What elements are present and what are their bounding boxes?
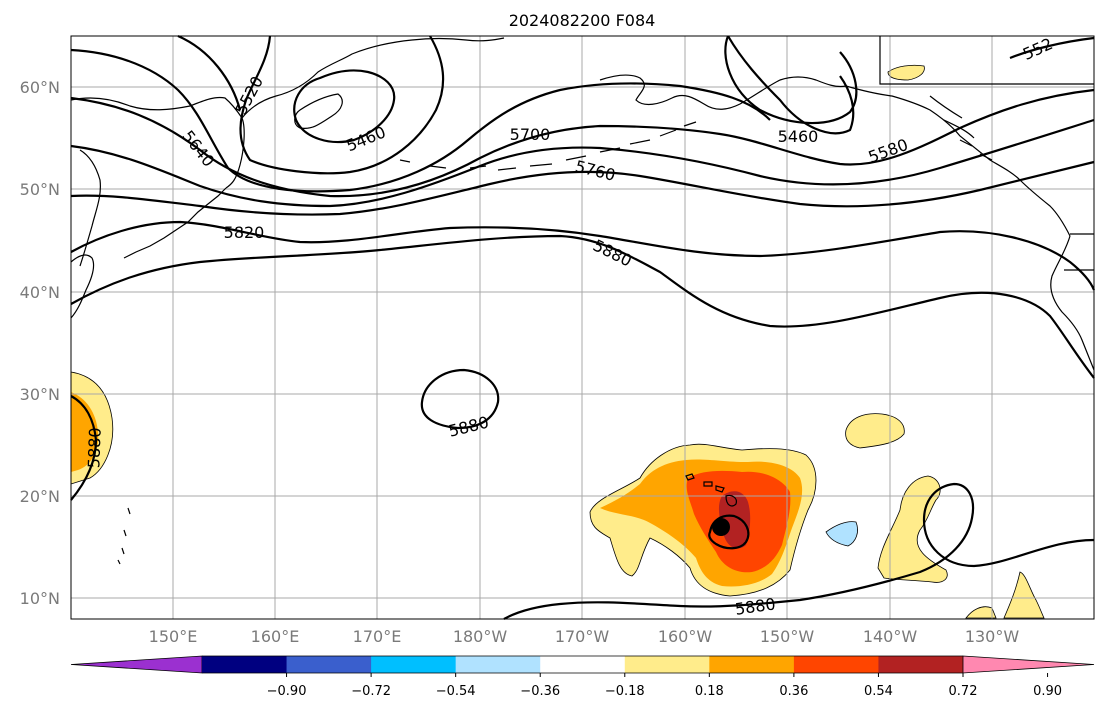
- lat-label: 30°N: [20, 385, 60, 404]
- colorbar-segment: [793, 656, 879, 673]
- height-contours: [70, 34, 1096, 620]
- colorbar-extend-high: [962, 655, 1095, 674]
- lon-label: 160°W: [658, 627, 713, 646]
- colorbar: −0.90 −0.72 −0.54 −0.36 −0.18 0.18 0.36 0.54 0.7…: [70, 655, 1095, 699]
- colorbar-tick-label: −0.72: [351, 684, 391, 699]
- lat-label: 50°N: [20, 180, 60, 199]
- lon-label: 170°W: [555, 627, 610, 646]
- longitude-labels: 150°E 160°E 170°E 180°W 170°W 160°W 150°…: [149, 627, 1020, 646]
- lat-label: 40°N: [20, 283, 60, 302]
- colorbar-extend-low: [70, 655, 203, 674]
- lat-label: 10°N: [20, 589, 60, 608]
- contour-label: 5820: [224, 223, 265, 242]
- contour-label: 5880: [84, 427, 104, 468]
- colorbar-tick-label: 0.36: [779, 684, 808, 699]
- lon-label: 160°E: [251, 627, 300, 646]
- colorbar-segment: [709, 656, 795, 673]
- colorbar-tick-label: 0.54: [864, 684, 893, 699]
- colorbar-tick-label: −0.18: [605, 684, 645, 699]
- colorbar-tick-label: −0.90: [267, 684, 307, 699]
- coastlines: [70, 36, 1095, 565]
- map-panel: 5520 5640 5460 5700 5760 5820 5880 5580 …: [70, 34, 1096, 620]
- colorbar-segment: [286, 656, 372, 673]
- lon-label: 140°W: [863, 627, 918, 646]
- colorbar-segment: [540, 656, 626, 673]
- colorbar-segment: [878, 656, 964, 673]
- colorbar-segment: [455, 656, 541, 673]
- lon-label: 150°E: [149, 627, 198, 646]
- lon-label: 150°W: [760, 627, 815, 646]
- colorbar-segment: [624, 656, 710, 673]
- lon-label: 170°E: [353, 627, 402, 646]
- colorbar-tick-label: −0.36: [520, 684, 560, 699]
- contour-label: 5700: [510, 125, 551, 144]
- colorbar-tick-label: 0.90: [1033, 684, 1062, 699]
- colorbar-tick-label: 0.18: [695, 684, 724, 699]
- lat-label: 20°N: [20, 487, 60, 506]
- map-title: 2024082200 F084: [509, 11, 656, 30]
- lon-label: 180°W: [453, 627, 508, 646]
- colorbar-segment: [371, 656, 457, 673]
- lat-label: 60°N: [20, 78, 60, 97]
- contour-label: 5460: [778, 127, 819, 146]
- colorbar-tick-label: −0.54: [436, 684, 476, 699]
- storm-center-marker: [712, 518, 730, 536]
- lon-label: 130°W: [965, 627, 1020, 646]
- colorbar-segment: [202, 656, 288, 673]
- latitude-labels: 60°N 50°N 40°N 30°N 20°N 10°N: [20, 78, 60, 608]
- colorbar-tick-label: 0.72: [949, 684, 978, 699]
